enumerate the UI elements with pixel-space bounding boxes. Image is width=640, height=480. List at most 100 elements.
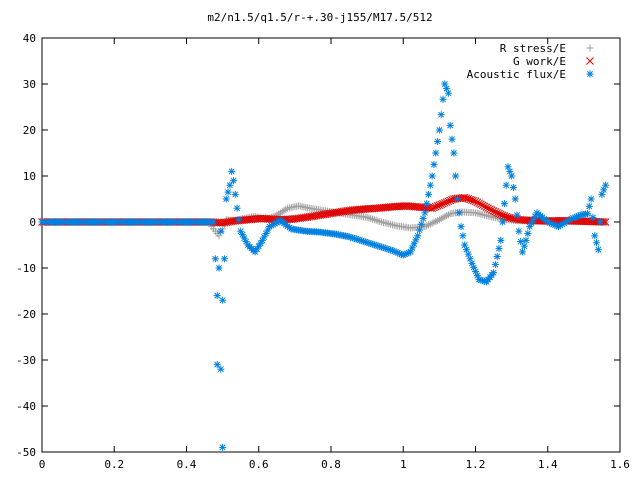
legend-marker xyxy=(586,44,594,52)
data-point xyxy=(499,218,507,226)
y-tick-label: 40 xyxy=(23,32,36,45)
data-point xyxy=(235,216,243,224)
legend-marker xyxy=(586,70,594,78)
data-point xyxy=(520,242,528,250)
axis-ticks: 0 0.2 0.4 0.6 0.8 1 1.2 1.4 1.6 40 30 20 10 0 -10 -20 -3… xyxy=(16,32,630,471)
data-point xyxy=(497,236,505,244)
data-point xyxy=(484,204,492,213)
data-point xyxy=(363,213,371,221)
data-point xyxy=(219,296,227,304)
data-point xyxy=(421,209,429,217)
data-point xyxy=(220,255,228,263)
data-point xyxy=(602,181,610,189)
data-point xyxy=(369,215,377,223)
data-point xyxy=(487,206,496,214)
data-point xyxy=(213,292,221,300)
data-point xyxy=(437,215,445,223)
data-point xyxy=(509,184,517,191)
data-point xyxy=(518,248,526,256)
y-tick-label: 0 xyxy=(29,216,36,229)
data-point xyxy=(583,210,591,218)
data-point xyxy=(587,195,595,203)
data-point xyxy=(513,211,521,219)
legend-label: R stress/E xyxy=(500,42,566,55)
data-point xyxy=(453,195,461,203)
data-point xyxy=(473,198,482,207)
data-point xyxy=(372,216,380,224)
data-point xyxy=(515,227,523,235)
data-point xyxy=(491,261,499,269)
data-point xyxy=(459,232,467,240)
chart-title: m2/n1.5/q1.5/r-+.30-j155/M17.5/512 xyxy=(207,11,432,24)
data-point xyxy=(370,216,378,224)
legend-label: Acoustic flux/E xyxy=(467,68,566,81)
data-point xyxy=(219,443,227,451)
x-tick-label: 1.4 xyxy=(538,458,558,471)
x-tick-label: 1.6 xyxy=(610,458,630,471)
data-point xyxy=(435,126,443,134)
x-tick-label: 0.6 xyxy=(249,458,269,471)
data-point xyxy=(367,215,375,223)
data-point xyxy=(215,218,223,227)
x-tick-label: 0.8 xyxy=(321,458,341,471)
data-point xyxy=(417,220,425,228)
x-tick-label: 0.2 xyxy=(104,458,124,471)
y-tick-label: -40 xyxy=(16,400,36,413)
data-point xyxy=(425,221,433,229)
data-points xyxy=(38,80,610,451)
data-point xyxy=(428,172,436,180)
data-point xyxy=(517,238,525,246)
data-point xyxy=(426,181,434,189)
data-point xyxy=(423,200,431,208)
data-point xyxy=(430,218,438,226)
data-point xyxy=(593,239,601,247)
data-point xyxy=(448,135,456,143)
data-point xyxy=(421,223,429,231)
data-point xyxy=(217,365,225,373)
data-point xyxy=(211,255,219,263)
data-point xyxy=(215,264,223,272)
data-point xyxy=(229,177,237,185)
data-point xyxy=(522,236,530,244)
data-point xyxy=(443,85,451,93)
y-tick-label: -20 xyxy=(16,308,36,321)
data-point xyxy=(439,95,447,103)
data-point xyxy=(482,203,491,212)
x-tick-label: 0.4 xyxy=(177,458,197,471)
data-point xyxy=(416,226,424,234)
data-point xyxy=(444,211,452,219)
data-point xyxy=(524,230,532,237)
data-point xyxy=(226,181,234,189)
data-point xyxy=(428,219,436,227)
data-point xyxy=(601,218,610,226)
data-point xyxy=(222,195,230,203)
data-point xyxy=(599,218,608,226)
data-point xyxy=(589,213,597,221)
data-point xyxy=(217,227,225,235)
data-point xyxy=(508,172,516,180)
data-point xyxy=(455,209,463,217)
data-point xyxy=(419,215,427,223)
data-point xyxy=(213,361,221,369)
data-point xyxy=(472,267,479,275)
y-tick-label: -30 xyxy=(16,354,36,367)
data-point xyxy=(585,202,593,210)
data-point xyxy=(477,200,485,209)
data-point xyxy=(430,161,438,168)
y-tick-label: -10 xyxy=(16,262,36,275)
data-point xyxy=(255,242,263,250)
x-tick-label: 1.2 xyxy=(466,458,486,471)
data-point xyxy=(376,217,384,225)
series-2 xyxy=(38,80,610,451)
data-point xyxy=(446,121,454,129)
data-point xyxy=(596,218,604,226)
data-point xyxy=(471,197,480,206)
data-point xyxy=(450,149,458,157)
data-point xyxy=(276,209,284,217)
data-point xyxy=(432,217,440,225)
data-point xyxy=(282,205,290,213)
data-point xyxy=(457,223,465,231)
data-point xyxy=(478,201,487,210)
